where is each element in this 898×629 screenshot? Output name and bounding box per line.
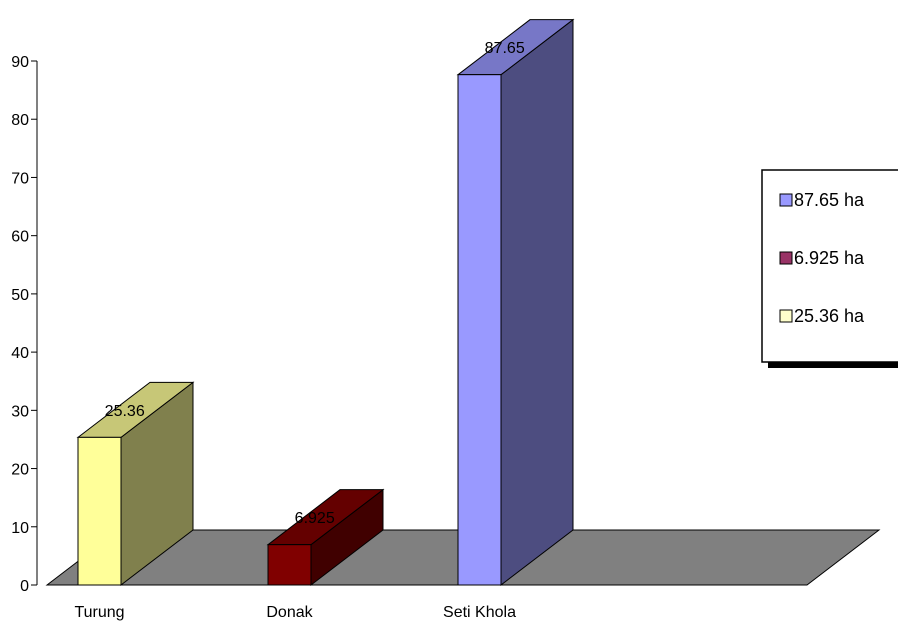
y-tick-label: 60 bbox=[11, 229, 29, 246]
x-category-label: Seti Khola bbox=[443, 604, 516, 621]
legend-label: 25.36 ha bbox=[794, 306, 865, 326]
y-tick-label: 90 bbox=[11, 54, 29, 71]
bar-data-label: 87.65 bbox=[485, 40, 525, 57]
y-tick-label: 0 bbox=[20, 578, 29, 595]
bar-front-face bbox=[267, 544, 312, 586]
y-tick-label: 80 bbox=[11, 112, 29, 129]
x-category-label: Donak bbox=[266, 604, 313, 621]
bar-data-label: 6.925 bbox=[295, 510, 335, 527]
bar-turung bbox=[76, 381, 195, 587]
legend-label: 87.65 ha bbox=[794, 190, 865, 210]
y-tick-label: 30 bbox=[11, 403, 29, 420]
legend-swatch bbox=[779, 193, 793, 207]
y-tick-label: 50 bbox=[11, 287, 29, 304]
bar-front-face bbox=[457, 74, 502, 586]
legend-swatch bbox=[779, 309, 793, 323]
y-tick-label: 70 bbox=[11, 170, 29, 187]
legend-label: 6.925 ha bbox=[794, 248, 865, 268]
y-tick-label: 20 bbox=[11, 462, 29, 479]
bar-front-face bbox=[77, 436, 122, 586]
bar-donak bbox=[266, 488, 385, 587]
y-tick-label: 40 bbox=[11, 345, 29, 362]
x-category-label: Turung bbox=[74, 604, 124, 621]
bar-data-label: 25.36 bbox=[105, 403, 145, 420]
legend-swatch bbox=[779, 251, 793, 265]
bar-side-face bbox=[500, 18, 574, 587]
bar-seti-khola bbox=[456, 18, 575, 587]
y-tick-label: 10 bbox=[11, 520, 29, 537]
